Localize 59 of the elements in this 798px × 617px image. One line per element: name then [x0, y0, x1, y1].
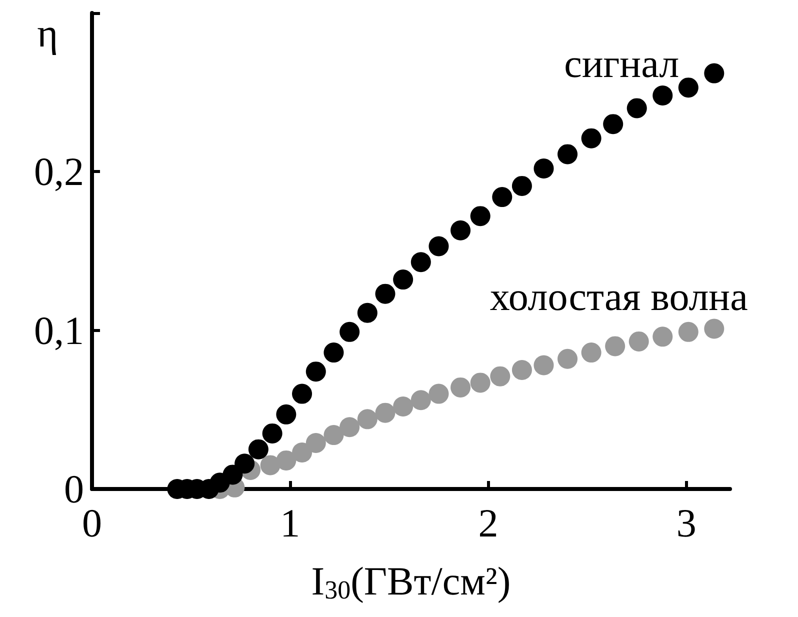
point: [340, 417, 360, 438]
y-tick-label: 0,2: [34, 149, 84, 194]
point: [340, 322, 360, 342]
point: [375, 284, 396, 304]
point: [292, 442, 312, 462]
point: [222, 464, 243, 485]
point: [276, 404, 296, 424]
point: [306, 362, 326, 382]
y-tick-label: 0,1: [34, 308, 84, 353]
y-axis-title: η: [37, 10, 58, 56]
point: [581, 342, 602, 363]
point: [603, 114, 624, 134]
point: [470, 206, 490, 226]
point: [324, 425, 344, 446]
point: [628, 331, 649, 352]
point: [652, 326, 673, 347]
point: [512, 360, 532, 380]
point: [357, 409, 378, 430]
point: [492, 187, 512, 208]
point: [234, 454, 255, 474]
point: [306, 432, 326, 453]
point: [428, 236, 449, 256]
point: [534, 158, 554, 178]
point: [512, 176, 532, 196]
point: [292, 384, 312, 404]
point: [558, 144, 578, 164]
point: [558, 348, 578, 369]
point: [605, 336, 626, 356]
point: [410, 252, 431, 272]
point: [652, 86, 673, 106]
point: [678, 78, 698, 98]
point: [276, 450, 296, 470]
point: [450, 377, 471, 398]
series-label: сигнал: [564, 40, 680, 86]
point: [375, 402, 396, 423]
x-tick-label: 2: [478, 500, 498, 546]
point: [248, 439, 268, 460]
point: [393, 270, 414, 290]
point: [626, 98, 647, 118]
point: [428, 384, 449, 404]
point: [393, 396, 414, 416]
x-tick-label: 3: [676, 500, 696, 546]
point: [410, 390, 431, 410]
point: [704, 318, 724, 339]
point: [490, 366, 510, 386]
point: [581, 128, 602, 148]
point: [704, 63, 724, 84]
point: [260, 455, 280, 476]
x-tick-label: 1: [280, 500, 300, 546]
point: [262, 423, 282, 444]
y-tick-label: 0: [64, 466, 84, 512]
point: [678, 322, 698, 342]
series-label: холостая волна: [490, 274, 748, 319]
x-axis-title: I30(ГВт/см²): [311, 558, 511, 604]
point: [534, 355, 554, 376]
point: [324, 342, 344, 363]
point: [450, 220, 471, 240]
point: [470, 372, 490, 393]
point: [357, 302, 378, 323]
